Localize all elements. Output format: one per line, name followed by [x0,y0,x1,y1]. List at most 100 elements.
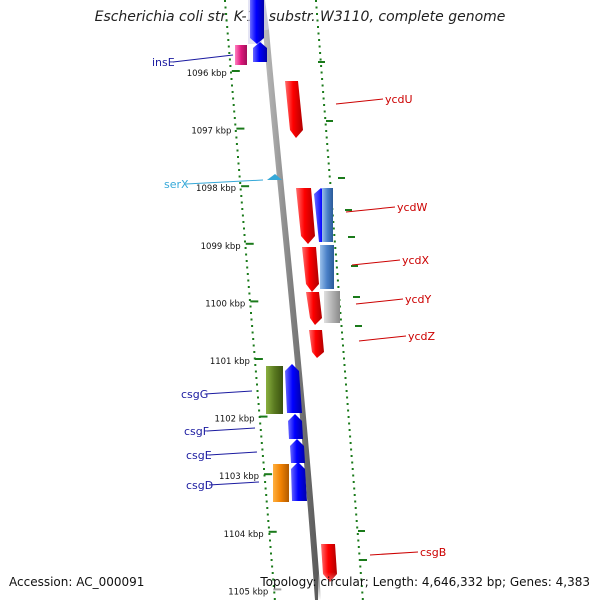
kbp-tick-label: 1104 kbp [224,530,264,540]
track-dot [229,65,232,67]
track-dot [355,513,358,516]
track-dot [358,552,361,555]
track-dot [256,390,259,392]
track-dot [270,552,272,555]
track-dot [333,240,336,243]
ycdZ-label: ycdZ [408,330,436,343]
track-dot [315,0,317,2]
track-dot [225,13,228,15]
track-dot [356,526,359,529]
track-dot [345,383,347,386]
track-dot [244,240,246,243]
track-dot [323,104,326,106]
track-dot [272,585,275,587]
track-dot [234,130,237,132]
track-dot [237,156,239,158]
track-dot [266,513,269,516]
track-dot [342,351,345,353]
track-dot [337,286,340,288]
genome-backbone [263,27,321,600]
track-dot [326,149,329,152]
kbp-tick-label: 1099 kbp [201,242,241,252]
track-dot [248,292,251,295]
track-dot [269,546,272,548]
track-dot [269,539,271,542]
track-dot [334,247,337,249]
track-dot [342,344,344,347]
track-dot [324,123,327,126]
track-dot [231,84,233,87]
track-dot [243,227,245,230]
track-dot [334,253,337,256]
track-dot [254,364,257,366]
track-dot [238,175,241,178]
insE-callout-line [172,54,234,63]
track-dot [346,403,349,405]
track-dot [226,32,229,35]
gene-csgF [288,414,303,439]
track-dot [332,227,335,230]
ycdY-label: ycdY [405,293,432,306]
track-dot [352,481,355,483]
track-dot [348,429,351,431]
track-dot [329,182,332,184]
track-dot [351,468,354,470]
track-dot [359,565,362,568]
kbp-tick-label: 1103 kbp [219,472,259,482]
track-dot [360,585,363,587]
track-dot [317,32,320,35]
gene-ycdZ [309,330,324,358]
gene-ycdW [296,188,315,244]
gene-ycdX-feature [320,245,334,289]
gene-csgE [290,439,305,463]
track-dot [255,377,258,379]
track-dot [246,273,249,275]
gene-csgD-feature [273,464,289,502]
track-dot [233,117,236,119]
gene-ycdX [302,247,319,292]
gene-csgG [285,364,302,413]
track-dot [249,305,252,308]
track-dot [240,195,243,197]
csgB-label: csgB [420,546,446,559]
track-dot [327,156,330,158]
gene-insE-feature [235,45,247,65]
track-dot [256,383,258,386]
track-dot [252,338,255,340]
track-dot [268,533,271,535]
track-dot [357,546,360,548]
track-dot [352,474,355,477]
track-dot [354,507,357,509]
track-dot [322,97,325,100]
track-dot [252,344,255,347]
gene-insE [253,42,267,62]
kbp-tick-label: 1100 kbp [205,299,245,309]
track-dot [335,266,338,269]
track-dot [247,279,250,282]
track-dot [347,409,350,412]
track-dot [251,325,254,327]
track-dot [264,481,267,483]
track-dot [236,149,239,152]
track-dot [259,422,262,425]
track-dot [350,455,353,457]
ycdW-label: ycdW [397,201,428,214]
track-dot [349,442,352,444]
track-dot [246,266,249,269]
track-dot [347,416,350,418]
track-dot [231,91,234,93]
csgD-callout-line [208,481,260,486]
kbp-tick-label: 1105 kbp [228,587,268,597]
gene-top-blue [250,0,264,44]
ycdW-callout-line [345,206,396,213]
track-dot [316,13,318,15]
ycdU-callout-line [335,98,384,105]
track-dot [259,429,262,431]
track-dot [232,97,235,100]
track-dot [345,390,348,392]
ycdX-label: ycdX [402,254,430,267]
track-dot [357,539,360,542]
track-dot [271,565,274,568]
track-dot [320,65,323,67]
